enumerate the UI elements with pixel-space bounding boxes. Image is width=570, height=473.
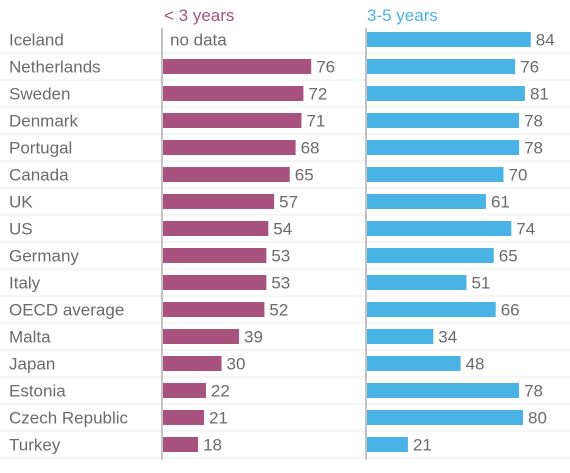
bar-3-5-years-malta — [367, 329, 434, 344]
value-label-3-years-italy: 53 — [271, 274, 290, 293]
panel-under-3-years: < 3 years no data 76 72 71 68 65 57 54 53 53 52 39 3… — [161, 6, 335, 460]
value-label-3-5-years-uk: 61 — [491, 193, 510, 212]
country-label-denmark: Denmark — [9, 112, 78, 131]
bar-3-years-turkey — [163, 437, 199, 452]
value-label-3-years-malta: 39 — [244, 328, 263, 347]
value-label-3-years-czech-republic: 21 — [209, 409, 228, 428]
bar-3-years-malta — [163, 329, 240, 344]
value-label-3-5-years-italy: 51 — [471, 274, 490, 293]
country-label-portugal: Portugal — [9, 139, 72, 158]
country-label-turkey: Turkey — [9, 436, 61, 455]
bar-3-years-netherlands — [163, 59, 312, 74]
value-label-3-5-years-germany: 65 — [499, 247, 518, 266]
value-label-3-years-oecd-average: 52 — [269, 301, 288, 320]
country-label-netherlands: Netherlands — [9, 58, 101, 77]
bar-3-5-years-uk — [367, 194, 486, 209]
no-data-label-iceland: no data — [170, 31, 227, 50]
value-label-3-5-years-japan: 48 — [466, 355, 485, 374]
country-label-italy: Italy — [9, 274, 41, 293]
bar-3-5-years-portugal — [367, 140, 520, 155]
value-label-3-5-years-denmark: 78 — [524, 112, 543, 131]
country-label-oecd-average: OECD average — [9, 301, 124, 320]
bar-3-5-years-czech-republic — [367, 410, 523, 425]
row-gridlines — [0, 52, 570, 459]
value-label-3-years-turkey: 18 — [203, 436, 222, 455]
bar-3-5-years-sweden — [367, 86, 525, 101]
bar-3-5-years-denmark — [367, 113, 520, 128]
bar-3-years-uk — [163, 194, 275, 209]
value-label-3-5-years-canada: 70 — [509, 166, 528, 185]
country-labels: Iceland Netherlands Sweden Denmark Portugal C… — [9, 31, 129, 455]
panel-title-under-3-years: < 3 years — [164, 6, 234, 25]
country-label-germany: Germany — [9, 247, 79, 266]
bar-3-years-germany — [163, 248, 267, 263]
bar-3-years-us — [163, 221, 269, 236]
value-label-3-years-denmark: 71 — [306, 112, 325, 131]
value-label-3-years-estonia: 22 — [211, 382, 230, 401]
country-label-malta: Malta — [9, 328, 51, 347]
bar-3-years-czech-republic — [163, 410, 204, 425]
panel-3-5-years: 3-5 years 84 76 81 78 78 70 61 74 65 51 66 34 48 78 80… — [365, 6, 555, 460]
value-label-3-5-years-iceland: 84 — [536, 31, 555, 50]
bar-3-5-years-iceland — [367, 32, 531, 47]
country-label-uk: UK — [9, 193, 33, 212]
bar-3-years-sweden — [163, 86, 304, 101]
bar-3-5-years-italy — [367, 275, 467, 290]
bar-3-years-denmark — [163, 113, 302, 128]
bar-3-years-oecd-average — [163, 302, 265, 317]
country-label-us: US — [9, 220, 33, 239]
value-label-3-years-netherlands: 76 — [316, 58, 335, 77]
value-label-3-5-years-portugal: 78 — [524, 139, 543, 158]
panel-title-3-5-years: 3-5 years — [367, 6, 438, 25]
value-label-3-5-years-netherlands: 76 — [520, 58, 539, 77]
country-label-estonia: Estonia — [9, 382, 66, 401]
country-label-czech-republic: Czech Republic — [9, 409, 129, 428]
value-label-3-5-years-czech-republic: 80 — [528, 409, 547, 428]
bar-3-5-years-oecd-average — [367, 302, 496, 317]
value-label-3-years-germany: 53 — [271, 247, 290, 266]
bar-3-5-years-japan — [367, 356, 461, 371]
country-label-sweden: Sweden — [9, 85, 70, 104]
bar-3-5-years-estonia — [367, 383, 520, 398]
value-label-3-years-portugal: 68 — [301, 139, 320, 158]
bar-3-years-estonia — [163, 383, 206, 398]
bar-3-5-years-netherlands — [367, 59, 516, 74]
bar-3-years-italy — [163, 275, 267, 290]
country-label-canada: Canada — [9, 166, 69, 185]
country-label-iceland: Iceland — [9, 31, 64, 50]
value-label-3-5-years-estonia: 78 — [524, 382, 543, 401]
bar-3-5-years-germany — [367, 248, 494, 263]
value-label-3-5-years-turkey: 21 — [413, 436, 432, 455]
value-label-3-years-us: 54 — [273, 220, 292, 239]
bar-3-years-japan — [163, 356, 222, 371]
value-label-3-5-years-us: 74 — [516, 220, 535, 239]
country-label-japan: Japan — [9, 355, 55, 374]
bar-3-years-canada — [163, 167, 290, 182]
value-label-3-5-years-oecd-average: 66 — [501, 301, 520, 320]
value-label-3-years-uk: 57 — [279, 193, 298, 212]
value-label-3-5-years-sweden: 81 — [530, 85, 549, 104]
bar-3-5-years-canada — [367, 167, 504, 182]
bar-3-years-portugal — [163, 140, 296, 155]
value-label-3-years-japan: 30 — [227, 355, 246, 374]
bar-3-5-years-turkey — [367, 437, 408, 452]
value-label-3-5-years-malta: 34 — [438, 328, 457, 347]
bar-3-5-years-us — [367, 221, 512, 236]
value-label-3-years-sweden: 72 — [308, 85, 327, 104]
value-label-3-years-canada: 65 — [295, 166, 314, 185]
